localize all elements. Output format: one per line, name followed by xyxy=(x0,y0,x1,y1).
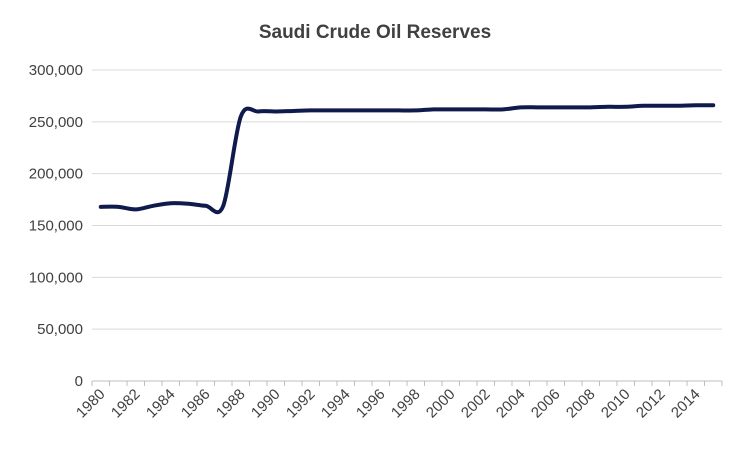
x-tick-label: 2006 xyxy=(528,386,564,422)
y-tick-label: 0 xyxy=(75,373,83,390)
y-tick-label: 50,000 xyxy=(37,321,83,338)
x-tick-label: 1982 xyxy=(108,386,144,422)
y-tick-label: 100,000 xyxy=(29,269,83,286)
x-tick-label: 2014 xyxy=(668,386,704,422)
y-tick-label: 150,000 xyxy=(29,218,83,235)
x-tick-label: 1992 xyxy=(283,386,319,422)
x-tick-label: 1986 xyxy=(178,386,214,422)
x-tick-label: 2002 xyxy=(458,386,494,422)
y-tick-label: 300,000 xyxy=(29,62,83,79)
x-tick-label: 1988 xyxy=(213,386,249,422)
chart-title: Saudi Crude Oil Reserves xyxy=(259,22,491,43)
x-tick-label: 1998 xyxy=(388,386,424,422)
gridlines xyxy=(92,69,722,330)
x-tick-label: 1984 xyxy=(143,386,179,422)
x-tick-label: 1994 xyxy=(318,386,354,422)
x-axis-tick-labels: 1980 1982 1984 1986 1988 1990 1992 1994 1996 1998… xyxy=(73,386,704,422)
x-tick-label: 1990 xyxy=(248,386,284,422)
y-tick-label: 200,000 xyxy=(29,166,83,183)
x-axis xyxy=(91,380,723,386)
x-tick-label: 2004 xyxy=(493,386,529,422)
x-tick-label: 2012 xyxy=(633,386,669,422)
series-line xyxy=(98,103,716,215)
y-tick-label: 250,000 xyxy=(29,114,83,131)
x-tick-label: 1980 xyxy=(73,386,109,422)
y-axis-tick-labels: 0 50,000 100,000 150,000 200,000 250,000 300,0… xyxy=(29,62,83,390)
x-tick-label: 2010 xyxy=(598,386,634,422)
x-tick-label: 1996 xyxy=(353,386,389,422)
x-tick-label: 2000 xyxy=(423,386,459,422)
series-group xyxy=(98,103,716,215)
x-tick-label: 2008 xyxy=(563,386,599,422)
